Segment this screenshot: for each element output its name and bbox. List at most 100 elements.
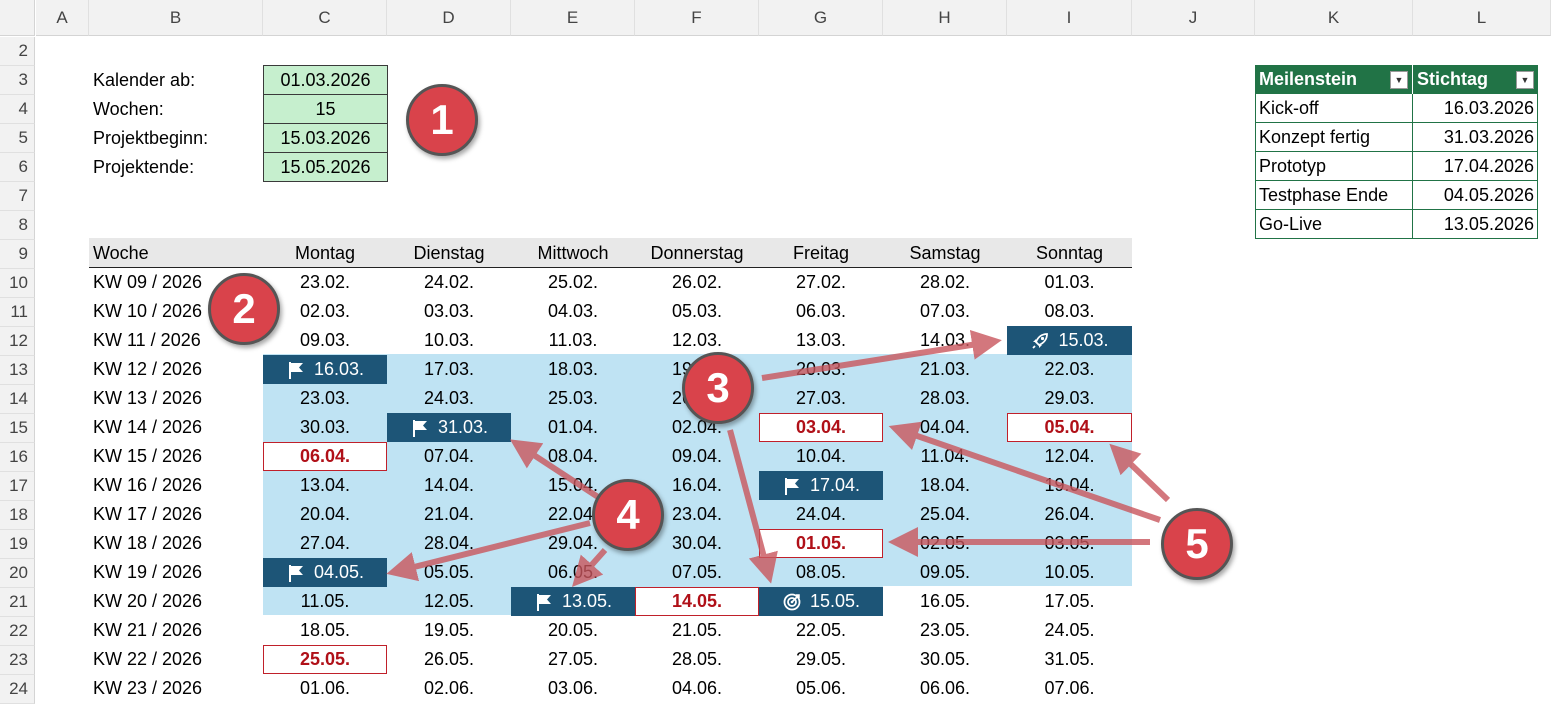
calendar-day-cell[interactable]: 30.05.	[883, 645, 1007, 674]
calendar-day-cell[interactable]: 10.05.	[1007, 558, 1132, 587]
calendar-day-cell[interactable]: 31.05.	[1007, 645, 1132, 674]
column-header-K[interactable]: K	[1255, 0, 1413, 36]
table-header-stichtag[interactable]: Stichtag ▼	[1413, 65, 1538, 94]
calendar-day-cell[interactable]: 09.05.	[883, 558, 1007, 587]
calendar-day-cell[interactable]: 22.05.	[759, 616, 883, 645]
calendar-day-cell[interactable]: 20.04.	[263, 500, 387, 529]
calendar-day-cell[interactable]: 29.05.	[759, 645, 883, 674]
milestone-date-cell[interactable]: 31.03.2026	[1413, 123, 1538, 152]
filter-dropdown-icon[interactable]: ▼	[1390, 70, 1408, 89]
milestone-name-cell[interactable]: Konzept fertig	[1255, 123, 1413, 152]
calendar-day-cell[interactable]: 25.04.	[883, 500, 1007, 529]
row-header-14[interactable]: 14	[0, 385, 35, 414]
calendar-day-cell[interactable]: 07.04.	[387, 442, 511, 471]
calendar-day-cell[interactable]: 29.03.	[1007, 384, 1132, 413]
row-header-3[interactable]: 3	[0, 66, 35, 95]
calendar-day-cell[interactable]: 28.04.	[387, 529, 511, 558]
calendar-day-cell[interactable]: 18.04.	[883, 471, 1007, 500]
calendar-day-cell[interactable]: 27.05.	[511, 645, 635, 674]
column-header-B[interactable]: B	[89, 0, 263, 36]
calendar-day-cell[interactable]: 16.05.	[883, 587, 1007, 616]
calendar-day-cell[interactable]: 09.03.	[263, 326, 387, 355]
calendar-day-cell[interactable]: 07.05.	[635, 558, 759, 587]
calendar-day-cell[interactable]: 24.03.	[387, 384, 511, 413]
holiday-cell[interactable]: 03.04.	[759, 413, 883, 442]
holiday-cell[interactable]: 01.05.	[759, 529, 883, 558]
calendar-day-cell[interactable]: 17.05.	[1007, 587, 1132, 616]
calendar-day-cell[interactable]: 25.02.	[511, 268, 635, 297]
column-header-G[interactable]: G	[759, 0, 883, 36]
calendar-day-cell[interactable]: 19.05.	[387, 616, 511, 645]
calendar-day-cell[interactable]: 26.04.	[1007, 500, 1132, 529]
calendar-day-cell[interactable]: 14.04.	[387, 471, 511, 500]
calendar-day-cell[interactable]: 09.04.	[635, 442, 759, 471]
row-header-13[interactable]: 13	[0, 356, 35, 385]
calendar-day-cell[interactable]: 27.02.	[759, 268, 883, 297]
calendar-day-cell[interactable]: 27.04.	[263, 529, 387, 558]
calendar-day-cell[interactable]: 05.03.	[635, 297, 759, 326]
calendar-day-cell[interactable]: 06.06.	[883, 674, 1007, 703]
milestone-date-cell[interactable]: 17.04.2026	[1413, 152, 1538, 181]
calendar-day-cell[interactable]: 16.04.	[635, 471, 759, 500]
row-header-23[interactable]: 23	[0, 646, 35, 675]
holiday-cell[interactable]: 06.04.	[263, 442, 387, 471]
calendar-day-cell[interactable]: 12.03.	[635, 326, 759, 355]
calendar-day-cell[interactable]: 03.06.	[511, 674, 635, 703]
row-header-17[interactable]: 17	[0, 472, 35, 501]
column-header-J[interactable]: J	[1132, 0, 1255, 36]
milestone-name-cell[interactable]: Go-Live	[1255, 210, 1413, 239]
row-header-8[interactable]: 8	[0, 211, 35, 240]
calendar-day-cell[interactable]: 05.06.	[759, 674, 883, 703]
row-header-2[interactable]: 2	[0, 37, 35, 66]
milestone-cell[interactable]: 13.05.	[511, 587, 635, 616]
column-header-D[interactable]: D	[387, 0, 511, 36]
calendar-day-cell[interactable]: 30.03.	[263, 413, 387, 442]
calendar-day-cell[interactable]: 18.03.	[511, 355, 635, 384]
calendar-day-cell[interactable]: 11.05.	[263, 587, 387, 616]
milestone-cell[interactable]: 31.03.	[387, 413, 511, 442]
calendar-day-cell[interactable]: 04.04.	[883, 413, 1007, 442]
calendar-day-cell[interactable]: 27.03.	[759, 384, 883, 413]
row-header-24[interactable]: 24	[0, 675, 35, 704]
input-value-cell[interactable]: 15.05.2026	[263, 152, 388, 182]
row-header-6[interactable]: 6	[0, 153, 35, 182]
row-header-15[interactable]: 15	[0, 414, 35, 443]
calendar-day-cell[interactable]: 23.04.	[635, 500, 759, 529]
holiday-cell[interactable]: 05.04.	[1007, 413, 1132, 442]
column-header-E[interactable]: E	[511, 0, 635, 36]
milestone-name-cell[interactable]: Kick-off	[1255, 94, 1413, 123]
calendar-day-cell[interactable]: 23.03.	[263, 384, 387, 413]
calendar-day-cell[interactable]: 28.02.	[883, 268, 1007, 297]
holiday-cell[interactable]: 25.05.	[263, 645, 387, 674]
calendar-day-cell[interactable]: 21.05.	[635, 616, 759, 645]
calendar-day-cell[interactable]: 04.03.	[511, 297, 635, 326]
calendar-day-cell[interactable]: 07.03.	[883, 297, 1007, 326]
row-header-7[interactable]: 7	[0, 182, 35, 211]
calendar-day-cell[interactable]: 12.05.	[387, 587, 511, 616]
calendar-day-cell[interactable]: 13.04.	[263, 471, 387, 500]
calendar-day-cell[interactable]: 01.06.	[263, 674, 387, 703]
calendar-day-cell[interactable]: 01.03.	[1007, 268, 1132, 297]
calendar-day-cell[interactable]: 18.05.	[263, 616, 387, 645]
calendar-day-cell[interactable]: 22.03.	[1007, 355, 1132, 384]
table-header-meilenstein[interactable]: Meilenstein ▼	[1255, 65, 1413, 94]
milestone-name-cell[interactable]: Testphase Ende	[1255, 181, 1413, 210]
calendar-day-cell[interactable]: 01.04.	[511, 413, 635, 442]
calendar-day-cell[interactable]: 26.02.	[635, 268, 759, 297]
milestone-date-cell[interactable]: 04.05.2026	[1413, 181, 1538, 210]
row-header-4[interactable]: 4	[0, 95, 35, 124]
calendar-day-cell[interactable]: 21.04.	[387, 500, 511, 529]
row-header-20[interactable]: 20	[0, 559, 35, 588]
row-header-10[interactable]: 10	[0, 269, 35, 298]
row-header-5[interactable]: 5	[0, 124, 35, 153]
calendar-day-cell[interactable]: 22.04.	[511, 500, 635, 529]
row-header-21[interactable]: 21	[0, 588, 35, 617]
column-header-I[interactable]: I	[1007, 0, 1132, 36]
column-header-A[interactable]: A	[36, 0, 89, 36]
calendar-day-cell[interactable]: 24.05.	[1007, 616, 1132, 645]
calendar-day-cell[interactable]: 04.06.	[635, 674, 759, 703]
holiday-cell[interactable]: 14.05.	[635, 587, 759, 616]
calendar-day-cell[interactable]: 28.05.	[635, 645, 759, 674]
calendar-day-cell[interactable]: 08.03.	[1007, 297, 1132, 326]
calendar-day-cell[interactable]: 02.03.	[263, 297, 387, 326]
